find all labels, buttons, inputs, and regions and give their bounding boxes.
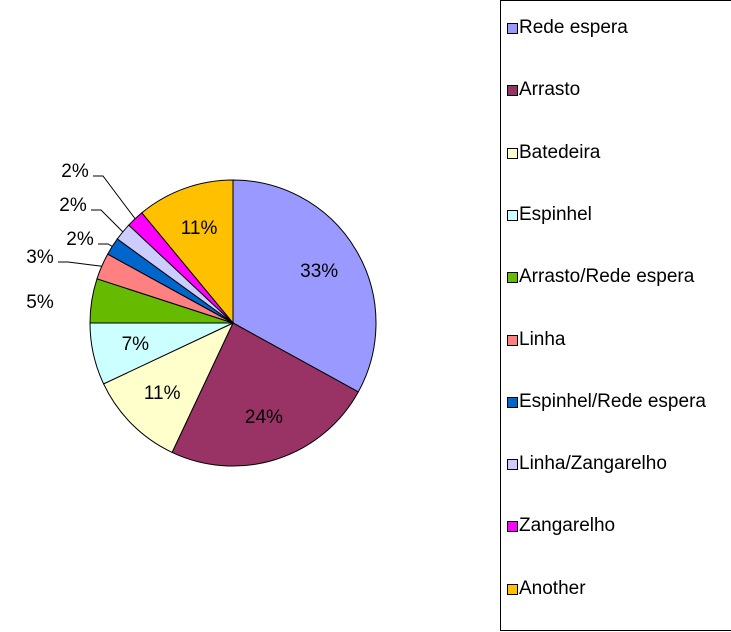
legend-label: Linha bbox=[519, 328, 566, 350]
legend-item: Linha/Zangarelho bbox=[507, 453, 731, 475]
legend-item: Zangarelho bbox=[507, 515, 731, 537]
data-label: 2% bbox=[59, 195, 87, 216]
legend-item: Espinhel/Rede espera bbox=[507, 391, 731, 413]
legend-label: Zangarelho bbox=[519, 515, 616, 537]
legend-item: Espinhel bbox=[507, 204, 731, 226]
legend-label: Espinhel/Rede espera bbox=[519, 390, 706, 412]
legend-item: Rede espera bbox=[507, 17, 731, 39]
legend-swatch bbox=[507, 85, 518, 97]
legend-swatch bbox=[507, 272, 518, 284]
legend: Rede espera Arrasto Batedeira Espinhel Arras… bbox=[500, 0, 731, 631]
legend-item: Linha bbox=[507, 329, 731, 351]
legend-label: Batedeira bbox=[519, 141, 601, 163]
leader-line bbox=[58, 261, 102, 267]
legend-item: Another bbox=[507, 578, 731, 600]
legend-item: Arrasto bbox=[507, 79, 731, 101]
legend-label: Arrasto bbox=[519, 79, 581, 101]
legend-swatch bbox=[507, 23, 518, 34]
data-label: 3% bbox=[26, 247, 54, 268]
pie-slice bbox=[232, 179, 377, 393]
pie-slice bbox=[102, 321, 235, 454]
legend-item: Batedeira bbox=[507, 142, 731, 164]
leader-line bbox=[98, 243, 113, 247]
legend-swatch bbox=[507, 334, 518, 346]
legend-swatch bbox=[507, 459, 518, 471]
leader-line bbox=[91, 209, 124, 233]
data-label: 2% bbox=[66, 229, 94, 250]
legend-swatch bbox=[507, 209, 518, 221]
data-label: 2% bbox=[61, 161, 89, 182]
legend-swatch bbox=[507, 396, 518, 408]
legend-label: Another bbox=[519, 577, 586, 599]
legend-label: Rede espera bbox=[519, 17, 628, 38]
data-label: 7% bbox=[122, 334, 150, 355]
pie-area: 33% 24% 11% 7% 5% 3% 2% 2% 2% 11% bbox=[26, 161, 377, 467]
legend-label: Espinhel bbox=[519, 203, 592, 225]
data-label: 5% bbox=[26, 292, 54, 313]
legend-label: Linha/Zangarelho bbox=[519, 453, 667, 475]
data-label: 24% bbox=[245, 407, 283, 428]
legend-label: Arrasto/Rede espera bbox=[519, 266, 695, 288]
legend-swatch bbox=[507, 583, 518, 595]
data-label: 11% bbox=[144, 383, 181, 404]
legend-item: Arrasto/Rede espera bbox=[507, 266, 731, 288]
pie-slice bbox=[141, 179, 234, 325]
data-label: 11% bbox=[181, 218, 218, 239]
leader-line bbox=[93, 175, 136, 220]
legend-swatch bbox=[507, 521, 518, 533]
legend-swatch bbox=[507, 147, 518, 159]
data-label: 33% bbox=[300, 261, 338, 282]
pie-slice bbox=[171, 322, 359, 467]
